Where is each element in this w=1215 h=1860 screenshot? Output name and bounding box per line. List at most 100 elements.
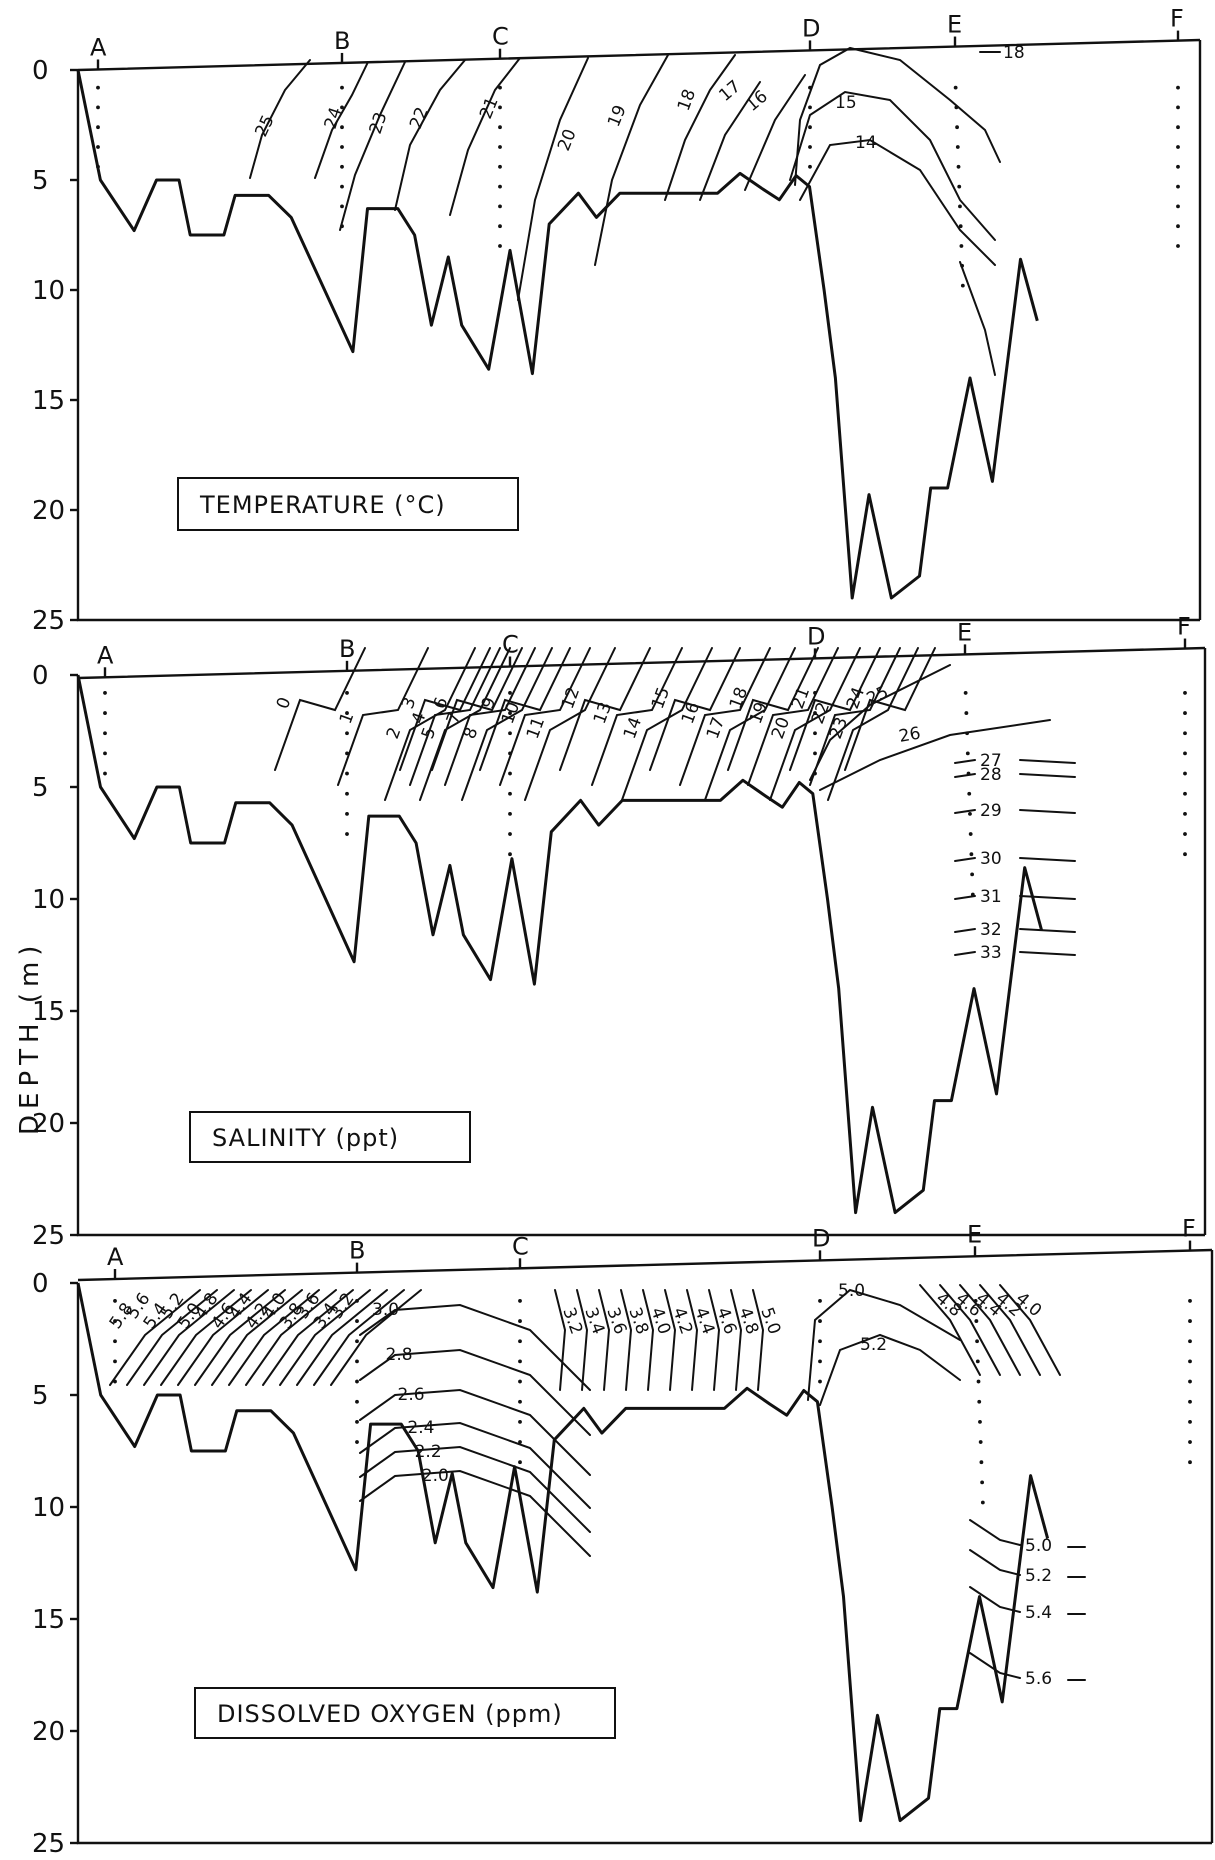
panel-0-station-dot [498,204,502,209]
panel-1-contour-label: 15 [648,685,674,712]
salinity-isohaline [399,647,491,771]
panel-1-contour-label: 14 [620,715,646,742]
panel-0-contour-label: 16 [742,87,771,116]
panel-1-station-dot [345,811,349,816]
salinity-isohaline [954,773,976,778]
panel-1-station-dot [964,711,969,715]
panel-1-contour-label: 16 [678,700,704,727]
panel-1-station-dot [1183,751,1187,756]
panel-0-station-dot [498,164,502,169]
panel-1-title-box [189,1111,471,1163]
panel-0-contour-label: 19 [604,102,631,130]
panel-2-station-dot [976,1379,981,1384]
oxygen-isopleth [752,1289,765,1391]
panel-1-station-label: C [502,631,519,659]
panel-0-station-dot [808,125,812,130]
panel-2-station-dot [818,1339,822,1344]
panel-1-contour-label: 13 [590,700,616,727]
panel-2-station-dot [975,1359,980,1364]
panel-0-station-dot [1176,204,1180,209]
panel-0-station-dot [96,145,100,149]
panel-0-station-dot [340,145,344,149]
salinity-isohaline [621,647,713,801]
panel-2-ytick-label: 5 [32,1381,49,1411]
panel-2-contour-label: 5.0 [1025,1536,1052,1556]
salinity-isohaline [789,647,881,771]
salinity-isohaline [827,647,919,801]
panel-1-station-dot [508,811,512,816]
salinity-isohaline [954,895,976,900]
salinity-isohaline [499,647,591,786]
panel-0-bottom-profile [76,69,1039,600]
panel-1-station-dot [1183,832,1187,836]
temperature-isotherm [314,61,369,179]
panel-2-station-dot [355,1319,359,1323]
salinity-isohaline [337,647,429,786]
panel-1-contour-label: 28 [980,765,1002,785]
salinity-isohaline [524,647,616,801]
salinity-isohaline [727,647,819,771]
panel-2-station-dot [355,1379,359,1384]
panel-0-station-label: D [802,14,820,42]
panel-0-station-dot [955,125,959,130]
panel-0-station-dot [96,105,100,110]
panel-1-contour-label: 30 [980,849,1002,869]
panel-2-station-dot [355,1399,359,1404]
panel-2-station-dot [818,1319,822,1323]
panel-2-contour-label: 2.4 [407,1418,434,1438]
panel-1-station-dot [970,872,975,877]
salinity-isohaline [1019,928,1076,933]
panel-1-station-dot [345,832,349,836]
oxygen-isopleth [979,1284,1041,1376]
panel-1-station-dot [103,691,107,695]
panel-1-station-dot [969,852,974,857]
panel-0-ytick-label: 0 [32,56,49,86]
oxygen-isopleth [730,1289,743,1391]
panel-2-station-dot [518,1440,522,1444]
salinity-isohaline [954,951,976,956]
panel-0-station-label: C [492,23,509,51]
panel-1-contour-label: 17 [703,715,729,742]
panel-1-station-dot [1183,811,1187,816]
salinity-isohaline [419,647,511,801]
panel-2-station-dot [978,1440,983,1444]
temperature-isotherm [249,59,311,179]
panel-1-contour-label: 26 [897,723,922,746]
oxygen-isopleth [620,1289,633,1391]
oxygen-isopleth [969,1519,1021,1546]
salinity-isohaline [747,647,839,786]
oxygen-isopleth [359,1469,591,1557]
panel-2-station-dot [518,1359,522,1364]
panel-1-contour-label: 6 [430,695,452,712]
panel-1-station-dot [508,731,512,736]
panel-1-bottom-profile [76,674,1044,1215]
panel-0-station-dot [340,204,344,209]
oxygen-isopleth [919,1284,981,1376]
temperature-isotherm [517,57,589,301]
panel-2-station-dot [518,1319,522,1323]
oxygen-isopleth [262,1289,354,1386]
panel-1-station-dot [1183,711,1187,715]
panel-0-station-dot [959,244,964,248]
salinity-isohaline [649,647,741,771]
panel-0-station-dot [1176,145,1180,149]
panel-0-station-dot [498,85,502,90]
panel-2-station-dot [518,1419,522,1424]
panel-1-title: SALINITY (ppt) [212,1124,399,1152]
panel-2-contour-label: 5.0 [838,1281,865,1301]
salinity-isohaline [1019,809,1076,814]
panel-2-ytick-label: 20 [32,1717,65,1747]
oxygen-isopleth [296,1289,388,1386]
panel-0-ytick-label: 25 [32,606,65,636]
temperature-isotherm [594,54,669,266]
salinity-isohaline [1019,857,1076,862]
panel-1-contour-label: 5 [418,725,440,742]
panel-1-station-label: A [97,641,114,669]
panel-1-station-dot [813,711,817,715]
panel-0-title: TEMPERATURE (°C) [199,491,446,519]
temperature-isotherm [789,90,996,241]
panel-0-station-dot [808,105,812,110]
salinity-isohaline [431,647,523,771]
temperature-isotherm [394,59,466,211]
panel-2-contour-label: 5.2 [860,1335,887,1355]
